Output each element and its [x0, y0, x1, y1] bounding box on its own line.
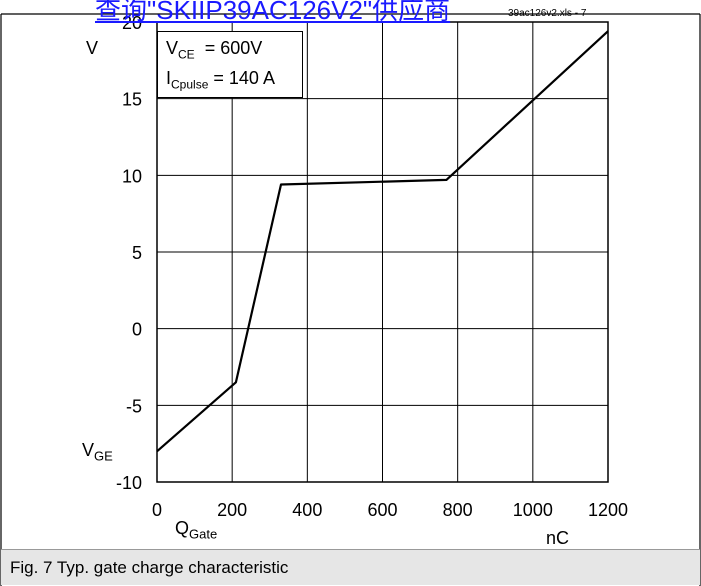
y-tick-label: 15 — [122, 90, 142, 110]
x-tick-label: 800 — [443, 500, 473, 520]
y-axis-label: VGE — [82, 440, 113, 464]
y-unit-label: V — [86, 38, 99, 58]
x-axis-label: QGate — [175, 518, 218, 542]
y-tick-label: 5 — [132, 243, 142, 263]
plot-area — [156, 21, 609, 483]
y-tick-label: -5 — [126, 396, 142, 416]
y-tick-label: 20 — [122, 13, 142, 33]
x-tick-label: 400 — [292, 500, 322, 520]
series-line — [156, 30, 609, 453]
y-tick-label: 10 — [122, 166, 142, 186]
legend-icpulse: ICpulse = 140 A — [166, 68, 275, 92]
x-tick-label: 600 — [367, 500, 397, 520]
legend-vce: VCE = 600V — [166, 38, 263, 62]
legend-box: VCE = 600V ICpulse = 140 A — [157, 31, 303, 98]
y-tick-label: -10 — [116, 473, 142, 493]
y-tick-label: 0 — [132, 320, 142, 340]
x-tick-label: 200 — [217, 500, 247, 520]
x-tick-label: 0 — [152, 500, 162, 520]
figure-caption: Fig. 7 Typ. gate charge characteristic — [1, 549, 700, 585]
x-tick-label: 1000 — [513, 500, 553, 520]
supplier-link[interactable]: 查询"SKIIP39AC126V2"供应商 — [95, 0, 451, 25]
x-tick-label: 1200 — [588, 500, 628, 520]
x-unit-label: nC — [546, 528, 570, 548]
file-reference: 39ac126v2.xls - 7 — [508, 8, 587, 19]
